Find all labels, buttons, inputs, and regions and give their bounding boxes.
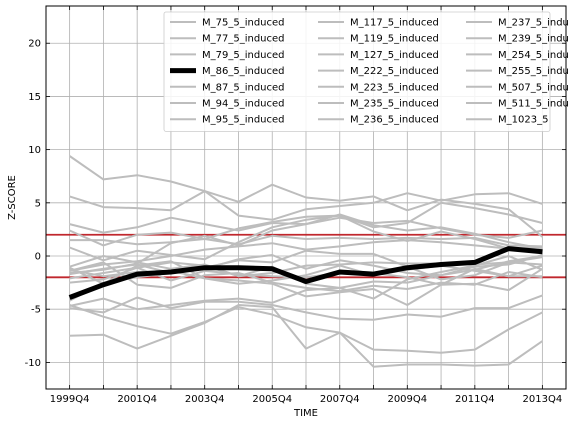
y-tick-label: 0: [35, 252, 41, 263]
series-line: [69, 239, 543, 272]
series-lines: [68, 155, 544, 368]
y-tick-label: 10: [28, 145, 41, 156]
legend-label: M_239_5_induced: [498, 34, 568, 45]
y-tick-label: 20: [28, 39, 41, 50]
y-axis-title: Z-SCORE: [7, 175, 18, 220]
y-tick-label: -10: [25, 358, 41, 369]
y-tick-label: 15: [28, 92, 41, 103]
x-tick-label: 2007Q4: [320, 394, 360, 405]
legend-label: M_87_5_induced: [202, 82, 285, 93]
series-line: [69, 294, 543, 321]
legend-label: M_222_5_induced: [350, 66, 439, 77]
legend-label: M_236_5_induced: [350, 115, 439, 126]
series-line: [69, 155, 544, 238]
x-axis-title: TIME: [293, 408, 318, 419]
legend-label: M_127_5_induced: [350, 50, 439, 61]
y-tick-label: 5: [35, 198, 41, 209]
legend-label: M_95_5_induced: [202, 115, 285, 126]
legend-label: M_117_5_induced: [350, 18, 439, 29]
x-tick-label: 1999Q4: [50, 394, 90, 405]
x-tick-label: 2009Q4: [387, 394, 427, 405]
series-line: [69, 216, 543, 274]
legend-label: M_235_5_induced: [350, 99, 439, 110]
series-line: [69, 214, 543, 262]
highlighted-series-line: [68, 246, 543, 300]
legend-label: M_94_5_induced: [202, 99, 285, 110]
x-tick-label: 2011Q4: [455, 394, 495, 405]
series-line: [69, 260, 543, 306]
legend-label: M_223_5_induced: [350, 82, 439, 93]
legend-label: M_79_5_induced: [202, 50, 285, 61]
y-tick-label: -5: [31, 305, 41, 316]
legend-label: M_119_5_induced: [350, 34, 439, 45]
x-tick-label: 2005Q4: [252, 394, 292, 405]
legend-label: M_254_5_induced: [498, 50, 568, 61]
legend-label: M_86_5_induced: [202, 66, 285, 77]
legend-label: M_507_5_induced: [498, 82, 568, 93]
series-line: [69, 254, 543, 311]
series-line: [69, 249, 543, 281]
series-line: [69, 304, 543, 368]
x-tick-label: 2001Q4: [117, 394, 157, 405]
x-tick-label: 2013Q4: [523, 394, 563, 405]
x-tick-label: 2003Q4: [185, 394, 225, 405]
legend: M_75_5_induced M_77_5_induced M_79_5_induc…: [163, 11, 568, 132]
axis-ticks: 1999Q4 2001Q4 2003Q4 2005Q4 2007Q4 2009Q4 2011…: [25, 6, 566, 405]
legend-label: M_511_5_induced: [498, 99, 568, 110]
series-line: [69, 201, 543, 247]
legend-label: M_255_5_induced: [498, 66, 568, 77]
series-line: [69, 234, 543, 248]
legend-box: [163, 11, 551, 132]
series-line: [69, 190, 543, 221]
legend-label: M_237_5_induced: [498, 18, 568, 29]
legend-label: M_75_5_induced: [202, 18, 285, 29]
series-line: [69, 304, 543, 354]
legend-label: M_1023_5: [498, 115, 548, 126]
legend-label: M_77_5_induced: [202, 34, 285, 45]
